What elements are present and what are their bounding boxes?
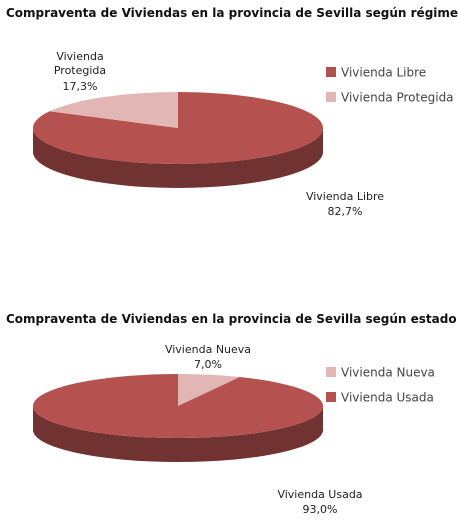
pie-side <box>33 128 323 188</box>
legend-swatch <box>326 392 336 402</box>
pie-slice <box>178 374 240 406</box>
chart-title: Compraventa de Viviendas en la provincia… <box>6 312 457 326</box>
data-label-value: 82,7% <box>327 205 363 218</box>
pie-slice <box>49 92 178 128</box>
legend-label: Vivienda Nueva <box>341 366 435 380</box>
chart-title: Compraventa de Viviendas en la provincia… <box>6 6 458 20</box>
pie-side <box>33 406 323 462</box>
data-label-value: 93,0% <box>302 503 338 516</box>
data-label-name: Vivienda Protegida <box>53 50 107 77</box>
pie-slice <box>33 374 324 438</box>
data-label-name: Vivienda Usada <box>277 488 363 501</box>
legend-swatch <box>326 67 336 77</box>
legend-label: Vivienda Libre <box>341 66 426 80</box>
legend-swatch <box>326 367 336 377</box>
data-label-name: Vivienda Nueva <box>164 343 252 356</box>
legend-label: Vivienda Usada <box>341 391 434 405</box>
data-label-value: 17,3% <box>62 80 98 93</box>
legend-swatch <box>326 92 336 102</box>
legend-label: Vivienda Protegida <box>341 91 454 105</box>
data-label-name: Vivienda Libre <box>305 190 385 203</box>
data-label-value: 7,0% <box>194 358 222 371</box>
